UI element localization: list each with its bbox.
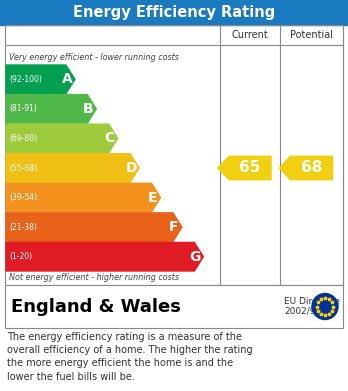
Text: (1-20): (1-20)	[9, 252, 32, 261]
Text: (39-54): (39-54)	[9, 193, 37, 202]
Polygon shape	[218, 156, 271, 180]
Text: G: G	[190, 250, 201, 264]
Text: Current: Current	[232, 30, 268, 40]
Text: Not energy efficient - higher running costs: Not energy efficient - higher running co…	[9, 273, 179, 283]
Text: 68: 68	[301, 160, 322, 176]
Text: EU Directive: EU Directive	[284, 297, 340, 306]
Text: C: C	[105, 131, 115, 145]
Text: D: D	[125, 161, 137, 175]
Text: Potential: Potential	[290, 30, 333, 40]
Polygon shape	[6, 65, 75, 93]
Text: (21-38): (21-38)	[9, 222, 37, 231]
Polygon shape	[6, 213, 182, 241]
Polygon shape	[279, 156, 332, 180]
Bar	[0, 0, 348, 25]
Text: F: F	[169, 220, 179, 234]
Polygon shape	[6, 154, 139, 182]
Text: 2002/91/EC: 2002/91/EC	[284, 307, 336, 316]
Bar	[5, 25, 343, 285]
Polygon shape	[6, 183, 160, 212]
Text: 65: 65	[239, 160, 261, 176]
Text: (92-100): (92-100)	[9, 75, 42, 84]
Text: England & Wales: England & Wales	[11, 298, 181, 316]
Text: Very energy efficient - lower running costs: Very energy efficient - lower running co…	[9, 54, 179, 63]
Text: (69-80): (69-80)	[9, 134, 37, 143]
Text: B: B	[83, 102, 94, 116]
Bar	[5, 285, 343, 328]
Text: The energy efficiency rating is a measure of the
overall efficiency of a home. T: The energy efficiency rating is a measur…	[7, 332, 253, 382]
Circle shape	[312, 294, 338, 319]
Polygon shape	[6, 95, 96, 123]
Polygon shape	[6, 124, 118, 153]
Text: Energy Efficiency Rating: Energy Efficiency Rating	[73, 5, 275, 20]
Text: (55-68): (55-68)	[9, 163, 37, 172]
Polygon shape	[6, 242, 203, 271]
Text: E: E	[148, 190, 157, 204]
Text: A: A	[62, 72, 72, 86]
Text: (81-91): (81-91)	[9, 104, 37, 113]
